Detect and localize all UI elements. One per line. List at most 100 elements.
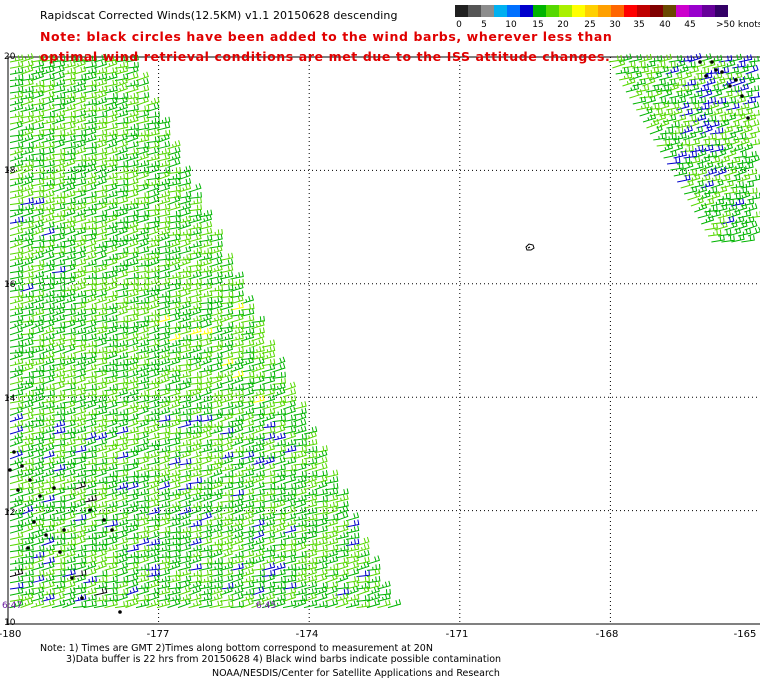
wind-barb [83, 319, 97, 330]
wind-barb [62, 445, 76, 454]
wind-barb [72, 438, 87, 447]
wind-barb [51, 241, 66, 249]
wind-barb [114, 270, 129, 280]
wind-barb [686, 118, 700, 129]
wind-barb [648, 55, 663, 63]
wind-barb [240, 407, 255, 416]
wind-barb [30, 524, 45, 534]
wind-barb [272, 594, 286, 602]
wind-barb [156, 481, 171, 491]
wind-barb [104, 307, 118, 317]
wind-barb [198, 369, 213, 379]
wind-barb [188, 463, 202, 472]
wind-barb [104, 334, 118, 342]
scale-swatch [663, 5, 676, 17]
wind-barb [9, 252, 24, 261]
wind-barb [156, 469, 171, 478]
wind-barb [93, 220, 108, 230]
wind-barb [41, 140, 55, 150]
wind-barb [41, 264, 55, 274]
wind-barb [51, 203, 66, 212]
wind-barb [314, 544, 328, 553]
wind-barb [20, 557, 34, 565]
wind-barb [114, 382, 129, 392]
lon-label-177: -177 [146, 629, 170, 640]
wind-barb [240, 353, 255, 361]
wind-barb [9, 146, 24, 156]
wind-barb [51, 414, 66, 423]
wind-barb [219, 489, 234, 497]
wind-barb [51, 129, 66, 137]
wind-barb [41, 370, 55, 379]
wind-barb [62, 85, 76, 94]
wind-barb [9, 594, 24, 602]
wind-barb [167, 407, 181, 416]
wind-barb [104, 239, 118, 249]
wind-barb [62, 215, 76, 224]
wind-barb [146, 247, 160, 255]
wind-barb [167, 432, 181, 441]
wind-barb [198, 537, 213, 547]
wind-barb [177, 208, 191, 218]
wind-barb [104, 493, 118, 503]
wind-barb [156, 271, 171, 280]
wind-barb [114, 499, 129, 509]
wind-barb [324, 469, 339, 478]
wind-barb [93, 561, 107, 571]
wind-barb [125, 84, 139, 94]
wind-barb [93, 419, 108, 429]
wind-barb [72, 91, 87, 100]
wind-barb [135, 495, 150, 503]
wind-barb [93, 176, 107, 187]
wind-barb [695, 84, 710, 93]
wind-barb [114, 55, 129, 63]
wind-barb [272, 445, 286, 454]
wind-barb [167, 594, 181, 602]
wind-barb [713, 166, 727, 177]
wind-barb [167, 146, 181, 156]
wind-barb [156, 406, 171, 416]
wind-barb [689, 107, 703, 117]
wind-barb [692, 97, 707, 105]
wind-barb [177, 170, 191, 181]
wind-barb [62, 153, 76, 162]
wind-barb [30, 592, 45, 602]
wind-barb [188, 570, 202, 578]
wind-barb [135, 481, 150, 491]
wind-barb [104, 257, 118, 268]
wind-barb [146, 294, 160, 305]
wind-barb [104, 588, 118, 596]
wind-barb [672, 59, 686, 69]
wind-barb [30, 334, 45, 342]
wind-barb [177, 439, 192, 447]
wind-barb [156, 296, 171, 305]
wind-barb [240, 445, 255, 454]
wind-barb [125, 284, 139, 292]
wind-barb [177, 483, 192, 491]
wind-barb [104, 214, 118, 224]
wind-barb [314, 507, 328, 516]
wind-barb [668, 55, 683, 63]
wind-barb [114, 259, 129, 268]
wind-barb [646, 118, 660, 129]
wind-barb [282, 518, 297, 528]
wind-barb [156, 291, 171, 299]
wind-barb [177, 470, 192, 478]
wind-barb [9, 60, 24, 69]
wind-barb [167, 166, 181, 175]
wind-barb [83, 525, 97, 534]
wind-barb [167, 526, 181, 534]
wind-barb [9, 216, 24, 224]
wind-barb [240, 308, 255, 317]
wind-barb [146, 277, 160, 286]
wind-barb [41, 54, 55, 63]
wind-barb [230, 568, 244, 578]
wind-barb [219, 388, 234, 398]
wind-barb [703, 167, 717, 177]
wind-barb [230, 462, 244, 472]
wind-barb [93, 338, 107, 348]
wind-barb [177, 278, 192, 286]
wind-barb [209, 284, 223, 292]
wind-barb [198, 319, 212, 330]
wind-barb [198, 519, 213, 528]
